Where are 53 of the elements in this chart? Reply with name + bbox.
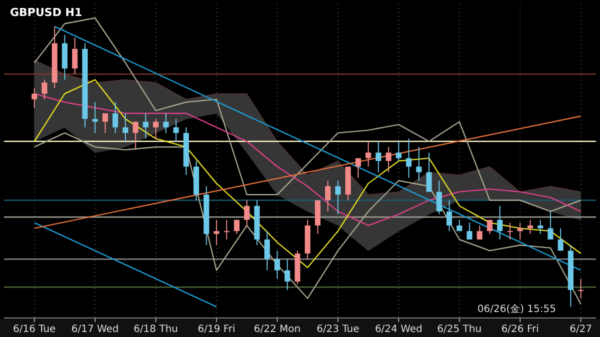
candlestick [476, 224, 482, 240]
candlestick [446, 200, 452, 232]
candlestick [538, 219, 544, 234]
candlestick [244, 200, 250, 226]
x-tick-label: 6/25 Thu [437, 324, 482, 335]
candlestick [214, 219, 220, 246]
x-tick-label: 6/24 Wed [374, 324, 422, 335]
candlestick [92, 102, 98, 134]
candlestick [426, 152, 432, 192]
candlestick [224, 219, 230, 240]
candlestick [132, 121, 138, 150]
x-tick-label: 6/17 Wed [71, 324, 119, 335]
candlestick [325, 180, 331, 212]
candlestick [264, 230, 270, 271]
candlestick [42, 79, 48, 100]
candlestick [386, 146, 392, 173]
candlestick [376, 140, 382, 173]
candlestick [102, 112, 108, 134]
candlestick [416, 146, 422, 182]
candlestick [72, 37, 78, 75]
x-tick-label: 6/22 Mon [254, 324, 301, 335]
annotation: 06/26(金) 15:55 [477, 303, 556, 315]
candlestick [355, 158, 361, 178]
candlestick [406, 138, 412, 178]
candlestick [32, 88, 38, 108]
candlestick [527, 219, 534, 234]
candlestick [142, 112, 148, 140]
x-tick-label: 6/19 Fri [198, 324, 236, 335]
candlestick [497, 205, 503, 240]
x-tick-label: 6/27 [570, 324, 592, 335]
candlestick [507, 222, 513, 240]
candlestick [153, 118, 159, 140]
candlestick [173, 118, 179, 142]
candlestick [335, 180, 341, 215]
x-tick-label: 6/26 Fri [501, 324, 539, 335]
candlestick [466, 222, 472, 240]
candlestick [284, 258, 290, 290]
x-tick-label: 6/23 Tue [316, 324, 360, 335]
x-tick-label: 6/18 Thu [134, 324, 178, 335]
candlestick [274, 250, 280, 280]
candlestick [163, 112, 169, 134]
candlestick [112, 102, 118, 134]
candlestick [578, 278, 584, 299]
candlestick [548, 210, 554, 240]
candlestick [396, 140, 402, 162]
candlestick [234, 219, 240, 234]
candlestick [558, 228, 564, 252]
chart-title: GBPUSD H1 [10, 6, 82, 19]
x-tick-label: 6/16 Tue [13, 324, 56, 335]
candlestick [122, 112, 128, 142]
candlestick [366, 140, 372, 168]
candlestick [486, 219, 493, 234]
candlestick [436, 180, 442, 215]
